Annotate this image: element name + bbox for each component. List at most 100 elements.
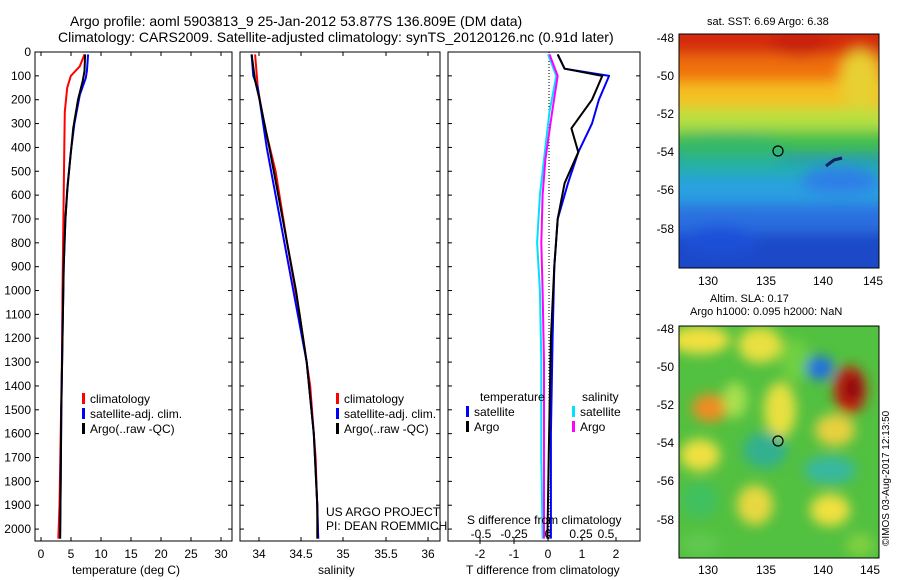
sla-lon-tick: 135 (756, 563, 776, 577)
depth-tick-label: 1200 (4, 331, 31, 345)
depth-tick-label: 1300 (4, 355, 31, 369)
legend-label: Argo(..raw -QC) (90, 422, 175, 436)
legend-label: Argo (474, 420, 500, 434)
sst-lon-tick: 135 (756, 274, 776, 288)
legend-label: satellite-adj. clim. (344, 407, 437, 421)
depth-tick-label: 300 (11, 117, 31, 131)
legend-argo: Argo(..raw -QC) (336, 422, 436, 437)
temperature-panel-frame (34, 51, 233, 542)
depth-tick-label: 600 (11, 188, 31, 202)
sla-lat-tick: -56 (657, 474, 675, 488)
sla-argo-marker (772, 435, 784, 447)
salinity-difference-legend: salinity satellite Argo (572, 390, 621, 435)
sla-lat-tick: -58 (657, 513, 675, 527)
legend-heading-temperature: temperature (480, 390, 545, 404)
depth-tick-label: 1500 (4, 403, 31, 417)
depth-tick-label: 0 (24, 45, 31, 59)
sal-tick-34: 34 (252, 547, 266, 561)
sst-lat-tick: -58 (657, 222, 675, 236)
sla-lat-tick: -54 (657, 436, 675, 450)
temp-tick-0: 0 (38, 547, 45, 561)
sst-lon-tick: 145 (863, 274, 883, 288)
temp-tick-25: 25 (184, 547, 198, 561)
depth-tick-label: 1400 (4, 379, 31, 393)
t-diff-tick-2: 2 (613, 547, 620, 561)
series-line-satellite-adj-clim (250, 54, 320, 539)
depth-tick-label: 900 (11, 260, 31, 274)
temperature-legend: climatology satellite-adj. clim. Argo(..… (82, 392, 182, 437)
s-diff-tick-0-25: 0.25 (569, 527, 593, 541)
depth-tick-label: 1800 (4, 474, 31, 488)
legend-label: Argo(..raw -QC) (344, 422, 429, 436)
sal-tick-35-5: 35.5 (374, 547, 398, 561)
salinity-depth-ticks (240, 51, 440, 530)
depth-tick-label: 700 (11, 212, 31, 226)
project-credit: US ARGO PROJECT (326, 505, 441, 519)
sla-lat-tick: -52 (657, 398, 675, 412)
temp-tick-20: 20 (154, 547, 168, 561)
depth-tick-label: 400 (11, 140, 31, 154)
difference-profile-lines (536, 53, 611, 539)
legend-label: satellite (580, 405, 621, 419)
s-difference-axis-label: S difference from climatology (467, 513, 622, 527)
t-diff-tick-1: 1 (579, 547, 586, 561)
depth-tick-label: 200 (11, 93, 31, 107)
legend-climatology: climatology (336, 392, 436, 407)
legend-label: climatology (344, 392, 405, 406)
sal-tick-34-5: 34.5 (289, 547, 313, 561)
temp-tick-10: 10 (94, 547, 108, 561)
legend-label: satellite (474, 405, 515, 419)
sal-tick-36: 36 (421, 547, 435, 561)
salinity-profile-lines (250, 54, 320, 539)
temp-tick-5: 5 (68, 547, 75, 561)
sla-map-frame (678, 325, 880, 559)
sst-argo-marker (772, 145, 784, 157)
figure-title-line1: Argo profile: aoml 5903813_9 25-Jan-2012… (70, 13, 523, 29)
legend-argo: Argo(..raw -QC) (82, 422, 182, 437)
sst-lon-ticks: 130 135 140 145 (698, 274, 883, 288)
series-line-argo-raw-qc (250, 54, 319, 539)
salinity-legend: climatology satellite-adj. clim. Argo(..… (336, 392, 436, 437)
series-line-salinity-argo (540, 54, 559, 539)
difference-depth-ticks (448, 51, 640, 530)
depth-tick-label: 100 (11, 69, 31, 83)
temp-tick-30: 30 (214, 547, 228, 561)
sst-lat-tick: -52 (657, 107, 675, 121)
legend-label: climatology (90, 392, 151, 406)
figure-title-line2: Climatology: CARS2009. Satellite-adjuste… (58, 29, 614, 45)
sst-lon-tick: 140 (813, 274, 833, 288)
sla-lat-tick: -50 (657, 360, 675, 374)
s-diff-tick-minus0-5: -0.5 (471, 527, 492, 541)
t-diff-tick-minus1: -1 (509, 547, 520, 561)
sst-map-title: sat. SST: 6.69 Argo: 6.38 (707, 16, 829, 28)
imos-timestamp: ©IMOS 03-Aug-2017 12:13:50 (881, 410, 892, 546)
sst-map-frame (678, 33, 880, 269)
sla-map-title-line1: Altim. SLA: 0.17 (710, 293, 789, 305)
salinity-axis-label: salinity (318, 563, 355, 577)
depth-tick-label: 2000 (4, 522, 31, 536)
series-line-salinity-satellite (536, 54, 558, 539)
legend-climatology: climatology (82, 392, 182, 407)
t-diff-tick-minus2: -2 (475, 547, 486, 561)
depth-tick-label: 1100 (5, 307, 31, 321)
depth-tick-label: 500 (11, 164, 31, 178)
sla-lon-tick: 140 (813, 563, 833, 577)
legend-t-satellite: satellite (466, 405, 545, 420)
sla-lon-tick: 145 (860, 563, 880, 577)
depth-tick-label: 1600 (4, 427, 31, 441)
temperature-difference-legend: temperature satellite Argo (466, 390, 545, 435)
temperature-profile-lines (57, 54, 90, 539)
t-difference-axis-label: T difference from climatology (466, 563, 620, 577)
legend-s-argo: Argo (572, 420, 621, 435)
salinity-panel-frame (239, 51, 441, 542)
sla-lon-tick: 130 (698, 563, 718, 577)
temperature-depth-ticks: 0 100 200 300 400 500 600 700 800 900 1000 1100 1200… (4, 45, 232, 536)
legend-t-argo: Argo (466, 420, 545, 435)
depth-tick-label: 1900 (4, 498, 31, 512)
depth-tick-label: 1000 (4, 284, 31, 298)
legend-satellite: satellite-adj. clim. (336, 407, 436, 422)
sst-lat-ticks: -48 -50 -52 -54 -56 -58 (657, 31, 675, 236)
temperature-axis-label: temperature (deg C) (72, 563, 181, 577)
s-diff-tick-0-5: 0.5 (598, 527, 615, 541)
